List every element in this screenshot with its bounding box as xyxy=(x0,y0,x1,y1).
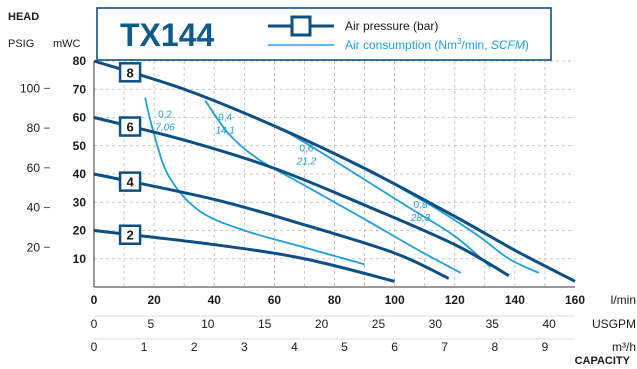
x-tick-label: 20 xyxy=(315,317,329,331)
consumption-label-scfm: 21,2 xyxy=(296,157,317,168)
x-tick-label: 40 xyxy=(208,293,222,307)
pressure-curve xyxy=(93,116,510,278)
pressure-label: 8 xyxy=(126,65,133,80)
consumption-label-scfm: 28,3 xyxy=(410,213,431,224)
x-tick-label: 5 xyxy=(341,340,348,354)
x-unit-label: l/min xyxy=(611,293,636,307)
legend-consumption-label: Air consumption (Nm3/min, SCFM) xyxy=(345,37,529,52)
pressure-label: 6 xyxy=(126,120,133,135)
x-tick-label: 5 xyxy=(148,317,155,331)
y-tick-psig: 60 xyxy=(27,161,41,175)
y-tick-mwc: 10 xyxy=(73,252,87,266)
y-tick-psig: 100 xyxy=(20,81,40,95)
consumption-label-nm3: 0,6 xyxy=(299,144,313,155)
x-tick-label: 0 xyxy=(91,293,98,307)
legend-consumption-end: ) xyxy=(525,38,529,52)
x-tick-label: 15 xyxy=(258,317,272,331)
x-tick-label: 80 xyxy=(328,293,342,307)
x-tick-label: 0 xyxy=(91,340,98,354)
y-tick-psig: 20 xyxy=(27,240,41,254)
pressure-label-box xyxy=(118,116,142,137)
x-tick-label: 30 xyxy=(429,317,443,331)
legend-consumption-sup: 3 xyxy=(457,37,462,46)
pressure-label-box xyxy=(118,62,142,83)
x-tick-label: 25 xyxy=(372,317,386,331)
y-tick-mwc: 50 xyxy=(73,139,87,153)
pressure-curve xyxy=(93,59,576,283)
x-unit-label: m³/h xyxy=(612,340,636,354)
legend-pressure-label: Air pressure (bar) xyxy=(345,19,438,33)
consumption-label-scfm: 7,06 xyxy=(155,123,175,134)
x-tick-label: 9 xyxy=(542,340,549,354)
consumption-curve xyxy=(204,100,462,274)
x-tick-label: 8 xyxy=(491,340,498,354)
x-tick-label: 7 xyxy=(441,340,448,354)
title-box xyxy=(96,7,552,61)
x-tick-label: 10 xyxy=(201,317,215,331)
y-tick-mwc: 80 xyxy=(73,54,87,68)
capacity-label: CAPACITY xyxy=(575,355,631,367)
y-tick-psig: 40 xyxy=(27,201,41,215)
x-tick-label: 120 xyxy=(445,293,465,307)
x-tick-label: 160 xyxy=(565,293,585,307)
legend-consumption-main: Air consumption (Nm xyxy=(345,38,457,52)
x-tick-label: 40 xyxy=(542,317,556,331)
y-unit-psig: PSIG xyxy=(8,38,34,50)
x-tick-label: 4 xyxy=(291,340,298,354)
pressure-label-box xyxy=(118,224,142,245)
consumption-label-nm3: 0,8 xyxy=(414,200,428,211)
y-tick-mwc: 20 xyxy=(73,224,87,238)
y-axis-header: HEAD xyxy=(8,11,39,23)
x-unit-label: USGPM xyxy=(592,317,636,331)
y-tick-mwc: 30 xyxy=(73,195,87,209)
y-tick-mwc: 70 xyxy=(73,82,87,96)
x-tick-label: 1 xyxy=(141,340,148,354)
consumption-label-nm3: 0,4 xyxy=(218,113,232,124)
x-tick-label: 60 xyxy=(268,293,282,307)
consumption-label-nm3: 0,2 xyxy=(158,110,172,121)
y-tick-mwc: 40 xyxy=(73,167,87,181)
legend-consumption-mid: /min, xyxy=(461,38,490,52)
x-tick-label: 6 xyxy=(391,340,398,354)
pressure-curve xyxy=(93,172,450,280)
x-tick-label: 0 xyxy=(91,317,98,331)
x-tick-label: 35 xyxy=(486,317,500,331)
x-tick-label: 100 xyxy=(385,293,405,307)
x-tick-label: 3 xyxy=(241,340,248,354)
legend-pressure-marker xyxy=(290,15,312,37)
grid xyxy=(94,60,575,287)
legend: Air pressure (bar) Air consumption (Nm3/… xyxy=(268,15,529,52)
y-tick-psig: 80 xyxy=(27,121,41,135)
x-tick-label: 2 xyxy=(191,340,198,354)
legend-consumption-italic: SCFM xyxy=(491,38,525,52)
chart-title: TX144 xyxy=(120,17,214,53)
x-tick-label: 140 xyxy=(505,293,525,307)
pressure-label-box xyxy=(118,171,142,192)
consumption-curve xyxy=(285,130,492,268)
consumption-curve xyxy=(144,97,365,266)
consumption-label-scfm: 14,1 xyxy=(215,126,234,137)
y-tick-mwc: 60 xyxy=(73,111,87,125)
pressure-label: 2 xyxy=(126,228,133,243)
consumption-curve xyxy=(400,187,540,274)
y-unit-mwc: mWC xyxy=(53,38,81,50)
pressure-label: 4 xyxy=(126,175,134,190)
x-tick-label: 20 xyxy=(147,293,161,307)
curves: 0,2 7,06 0,4 14,1 0,6 21,2 0,8 28,3 8 6 4 2 xyxy=(93,59,576,283)
